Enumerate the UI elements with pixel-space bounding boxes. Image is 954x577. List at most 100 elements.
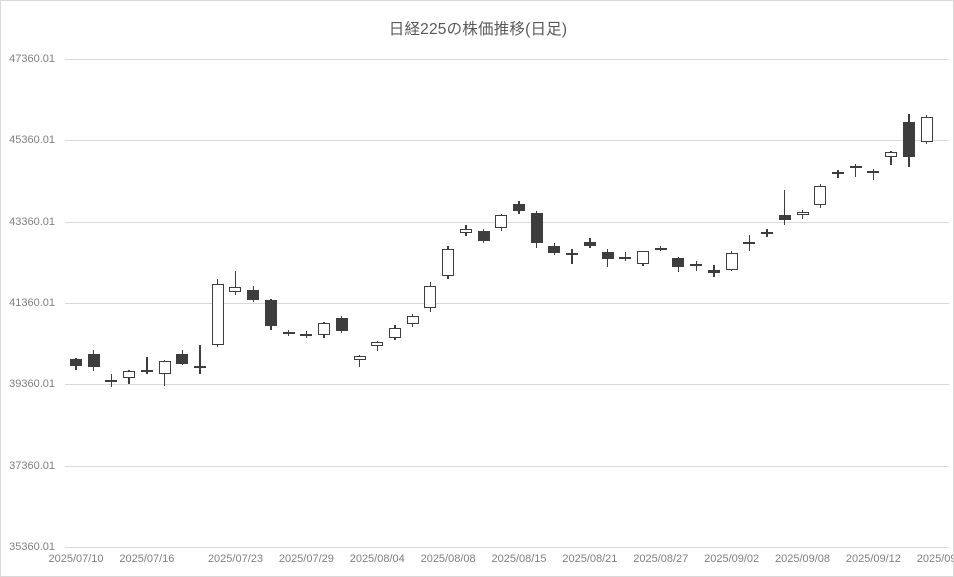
candle-wick: [890, 150, 892, 165]
gridline: [65, 303, 949, 304]
candle-body: [778, 215, 791, 221]
y-axis-tick-label: 39360.01: [9, 378, 55, 391]
candle-wick: [394, 325, 396, 341]
candle-body: [849, 166, 862, 169]
candle-body: [264, 300, 277, 327]
x-axis-tick-label: 2025/08/08: [420, 553, 476, 565]
candle-wick: [677, 256, 680, 273]
candle-wick: [146, 357, 148, 374]
candle-body: [566, 252, 579, 255]
candle-body: [318, 323, 331, 335]
x-axis-tick-label: 2025/07/23: [207, 553, 263, 565]
candle-body: [70, 359, 82, 366]
candle-wick: [642, 250, 644, 266]
candle-body: [920, 117, 933, 142]
candle-body: [87, 354, 100, 367]
y-axis-tick-label: 43360.01: [9, 215, 55, 228]
candle-body: [513, 204, 525, 212]
y-axis-tick-label: 45360.01: [9, 134, 55, 147]
candle-wick: [429, 281, 432, 312]
candle-body: [176, 354, 189, 364]
candle-wick: [234, 270, 237, 295]
candle-body: [654, 247, 667, 250]
candle-wick: [75, 357, 77, 371]
x-axis-tick-label: 2025/09/02: [704, 553, 760, 565]
candle-body: [530, 213, 543, 243]
candle-wick: [323, 322, 325, 339]
x-axis-tick-label: 2025/08/04: [349, 553, 405, 565]
x-axis-tick-label: 2025/08/15: [491, 553, 547, 565]
candle-body: [211, 283, 224, 346]
candle-body: [707, 269, 720, 273]
x-axis-tick-label: 2025/08/21: [562, 553, 618, 565]
candle-wick: [252, 285, 254, 302]
gridline: [65, 221, 949, 223]
y-axis-tick-label: 41360.01: [9, 297, 55, 309]
candle-wick: [872, 168, 875, 180]
candle-wick: [695, 261, 697, 272]
candle-body: [672, 257, 685, 267]
candle-body: [424, 285, 437, 309]
candle-wick: [784, 190, 786, 225]
candle-body: [300, 333, 313, 336]
candle-wick: [660, 246, 662, 251]
candle-wick: [553, 243, 556, 255]
candle-body: [477, 231, 490, 242]
candle-wick: [624, 252, 626, 262]
candle-body: [761, 232, 774, 235]
candle-body: [601, 251, 614, 259]
candle-body: [406, 316, 419, 325]
candle-wick: [713, 265, 715, 277]
candle-body: [725, 252, 738, 270]
y-axis-tick-label: 35360.01: [9, 541, 55, 553]
y-axis-tick-label: 37360.01: [9, 459, 55, 472]
candle-wick: [518, 200, 520, 215]
candle-wick: [482, 228, 485, 243]
candle-body: [637, 250, 650, 264]
gridline: [65, 384, 949, 386]
candle-wick: [305, 331, 308, 338]
candle-body: [335, 318, 348, 332]
candle-body: [247, 289, 260, 300]
candle-wick: [411, 313, 414, 327]
candle-body: [814, 186, 827, 206]
candle-wick: [199, 344, 201, 374]
gridline: [65, 59, 949, 60]
candle-body: [583, 242, 596, 247]
candle-wick: [925, 115, 928, 144]
candle-body: [442, 248, 455, 276]
candle-wick: [447, 245, 449, 280]
x-axis-tick-label: 2025/09/19: [916, 553, 953, 565]
candle-wick: [837, 169, 839, 179]
candle-body: [371, 342, 384, 347]
candle-body: [140, 369, 153, 372]
candle-body: [388, 328, 401, 339]
x-axis-tick-label: 2025/07/10: [48, 553, 104, 565]
gridline: [65, 547, 949, 548]
candle-body: [743, 241, 756, 244]
candle-wick: [801, 210, 804, 220]
candle-wick: [571, 248, 573, 265]
y-axis-tick-label: 47360.01: [9, 53, 55, 65]
candle-body: [796, 211, 809, 216]
x-axis-tick-label: 2025/08/27: [633, 553, 689, 565]
x-axis-tick-label: 2025/09/08: [774, 553, 831, 565]
candle-body: [619, 257, 632, 260]
candle-wick: [376, 341, 378, 352]
candle-body: [459, 228, 472, 233]
candle-body: [158, 361, 171, 374]
candle-wick: [748, 235, 751, 251]
candle-body: [123, 370, 136, 378]
candle-body: [105, 379, 118, 382]
x-axis-tick-label: 2025/07/29: [278, 553, 334, 565]
candle-wick: [181, 350, 183, 365]
candle-body: [548, 246, 561, 253]
candle-wick: [341, 316, 343, 333]
candle-wick: [163, 360, 166, 387]
candle-wick: [536, 211, 538, 248]
candle-body: [690, 263, 703, 266]
candle-wick: [93, 350, 95, 371]
candle-wick: [819, 184, 821, 208]
